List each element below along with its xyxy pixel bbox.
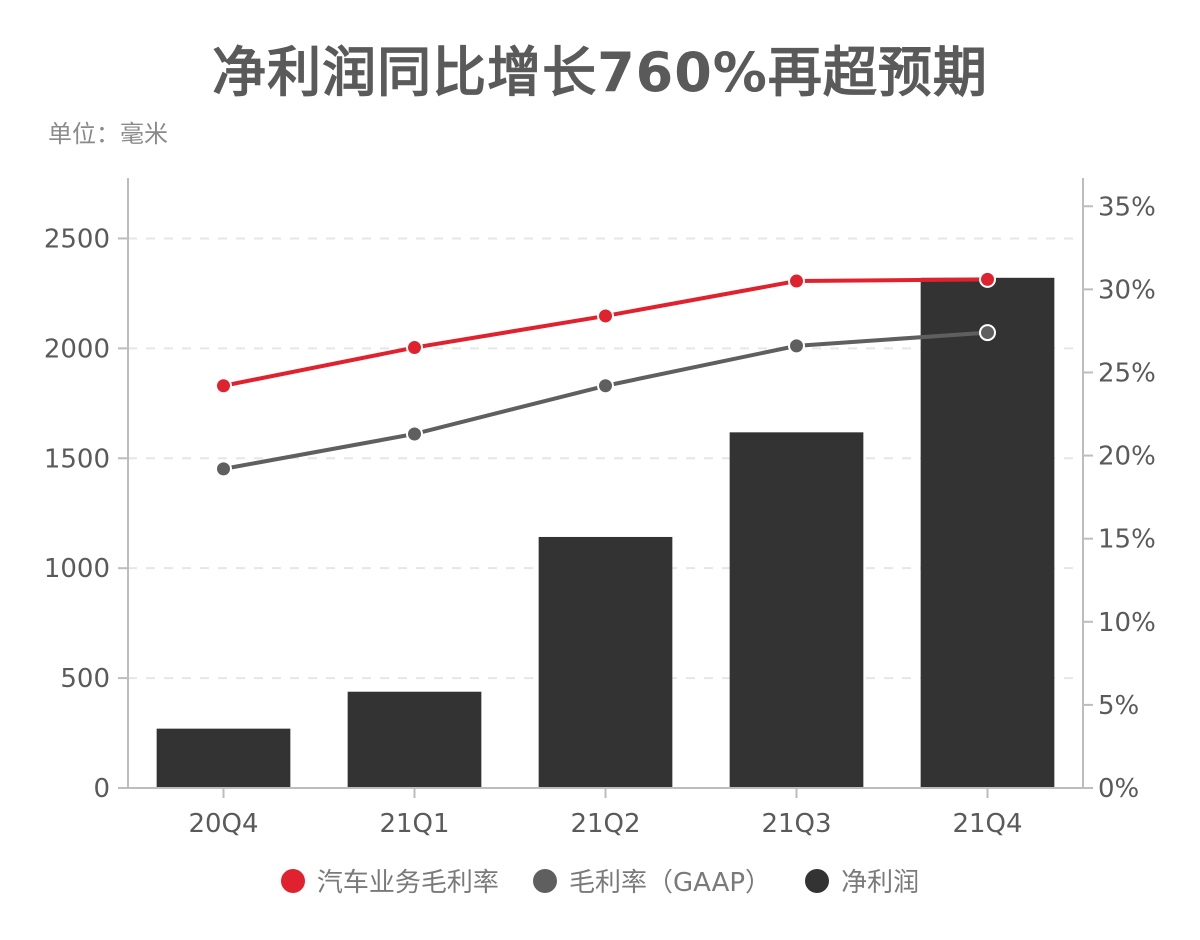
x-tick-label: 21Q3 (761, 809, 831, 839)
chart-title: 净利润同比增长760%再超预期 (212, 41, 988, 104)
point-auto-margin (597, 307, 614, 325)
bar-net-profit (347, 691, 482, 788)
y-right-tick-label: 25% (1098, 358, 1156, 388)
legend: 汽车业务毛利率 毛利率（GAAP） 净利润 (0, 862, 1200, 899)
y-right-tick-label: 10% (1098, 608, 1156, 638)
point-gaap-margin (788, 337, 805, 355)
y-right-tick-label: 5% (1098, 691, 1139, 721)
y-left-tick-label: 2000 (44, 334, 110, 364)
x-tick-label: 21Q2 (570, 809, 640, 839)
y-left-tick-label: 0 (93, 774, 110, 804)
point-auto-margin (979, 270, 996, 288)
point-gaap-margin (979, 324, 996, 342)
bar-net-profit (920, 277, 1055, 788)
legend-label-auto-margin: 汽车业务毛利率 (316, 868, 499, 898)
y-right-tick-label: 30% (1098, 275, 1156, 305)
point-gaap-margin (406, 425, 423, 443)
legend-dot-auto-margin (280, 868, 305, 893)
y-left-tick-label: 500 (60, 664, 110, 694)
point-auto-margin (406, 339, 423, 357)
line-gaap-margin (223, 330, 988, 471)
x-tick-label: 21Q4 (952, 809, 1022, 839)
point-auto-margin (788, 272, 805, 290)
x-tick-label: 21Q1 (379, 809, 449, 839)
y-right-tick-label: 0% (1098, 774, 1139, 804)
point-auto-margin (215, 377, 232, 395)
legend-dot-net-profit (805, 868, 830, 893)
legend-label-net-profit: 净利润 (841, 868, 920, 898)
y-right-tick-label: 20% (1098, 442, 1156, 472)
y-right-tick-label: 15% (1098, 525, 1156, 555)
bar-net-profit (156, 728, 291, 788)
point-gaap-margin (215, 460, 232, 478)
point-gaap-margin (597, 377, 614, 395)
bar-net-profit (538, 536, 673, 788)
legend-label-gaap-margin: 毛利率（GAAP） (568, 868, 772, 898)
legend-item-net-profit[interactable]: 净利润 (805, 862, 919, 899)
y-left-tick-label: 2500 (44, 224, 110, 254)
line-auto-margin (223, 277, 988, 388)
legend-item-auto-margin[interactable]: 汽车业务毛利率 (280, 862, 499, 899)
y-right-tick-label: 35% (1098, 192, 1156, 222)
y-left-tick-label: 1000 (44, 554, 110, 584)
y-left-tick-label: 1500 (44, 444, 110, 474)
legend-dot-gaap-margin (532, 868, 557, 893)
bar-net-profit (729, 432, 864, 788)
unit-label: 单位：毫米 (48, 120, 168, 148)
x-tick-label: 20Q4 (188, 809, 258, 839)
legend-item-gaap-margin[interactable]: 毛利率（GAAP） (532, 862, 772, 899)
